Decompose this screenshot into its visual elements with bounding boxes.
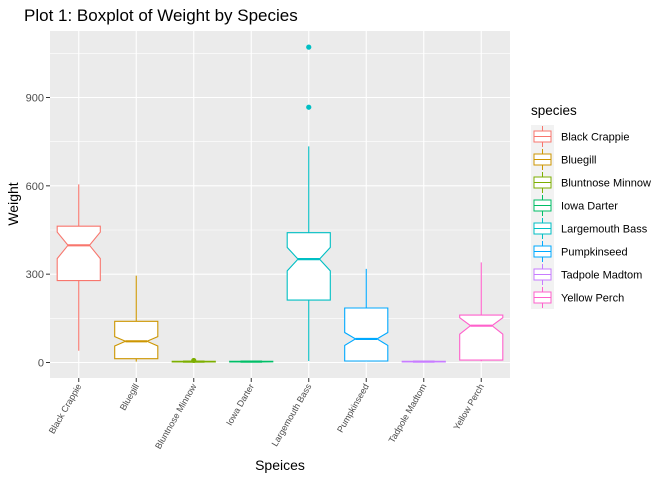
legend-item: Tadpole Madtom	[531, 263, 642, 286]
box-largemouth-bass	[286, 44, 331, 362]
legend-item: Iowa Darter	[531, 194, 618, 217]
box-tadpole-madtom	[401, 360, 446, 363]
x-tick-label: Bluntnose Minnow	[153, 382, 199, 451]
box-body	[459, 314, 504, 361]
x-axis-title: Speices	[255, 457, 305, 473]
legend-label: Yellow Perch	[561, 293, 624, 305]
box-body	[114, 320, 159, 360]
box-body	[286, 232, 331, 301]
outlier-point	[191, 357, 197, 364]
y-axis-title: Weight	[5, 182, 21, 225]
box-yellow-perch	[459, 262, 504, 362]
legend-item: Bluntnose Minnow	[531, 171, 651, 194]
x-tick-label: Largemouth Bass	[270, 382, 314, 449]
y-axis: 0 300 600 900	[26, 93, 50, 370]
plot-panel	[50, 31, 510, 378]
minor-grid	[50, 53, 510, 319]
x-tick-label: Bluegill	[118, 382, 141, 412]
x-tick-label: Black Crappie	[47, 382, 84, 436]
box-black-crappie	[56, 184, 101, 351]
box-iowa-darter	[229, 360, 274, 363]
x-axis: Black Crappie Bluegill Bluntnose Minnow Iow…	[47, 378, 486, 451]
x-tick-label: Yellow Perch	[451, 382, 486, 432]
x-tick-label: Pumpkinseed	[335, 382, 371, 434]
box-pumpkinseed	[344, 268, 389, 362]
y-tick-label: 900	[26, 93, 44, 105]
legend-item: Yellow Perch	[531, 286, 624, 309]
chart-title: Plot 1: Boxplot of Weight by Species	[24, 6, 298, 25]
legend-label: Tadpole Madtom	[561, 270, 642, 282]
legend: Black Crappie Bluegill Bluntnose Minnow Iow…	[531, 125, 651, 309]
legend-label: Black Crappie	[561, 132, 629, 144]
legend-item: Bluegill	[531, 148, 596, 171]
box-body	[56, 225, 101, 282]
legend-label: Pumpkinseed	[561, 247, 628, 259]
outlier-point	[306, 104, 312, 110]
box-bluntnose-minnow	[171, 357, 216, 364]
legend-item: Largemouth Bass	[531, 217, 648, 240]
legend-item: Black Crappie	[531, 125, 629, 148]
legend-label: Bluegill	[561, 155, 596, 167]
legend-label: Largemouth Bass	[561, 224, 648, 236]
boxes-layer	[56, 44, 504, 364]
legend-label: Iowa Darter	[561, 201, 618, 213]
y-tick-label: 600	[26, 181, 44, 193]
outlier-point	[306, 44, 312, 50]
y-tick-label: 300	[26, 269, 44, 281]
legend-label: Bluntnose Minnow	[561, 178, 651, 190]
y-tick-label: 0	[38, 358, 44, 370]
legend-item: Pumpkinseed	[531, 240, 628, 263]
box-body	[344, 307, 389, 362]
x-tick-label: Iowa Darter	[224, 382, 256, 427]
legend-title: species	[531, 103, 577, 118]
x-tick-label: Tadpole Madtom	[387, 382, 429, 445]
box-bluegill	[114, 275, 159, 362]
